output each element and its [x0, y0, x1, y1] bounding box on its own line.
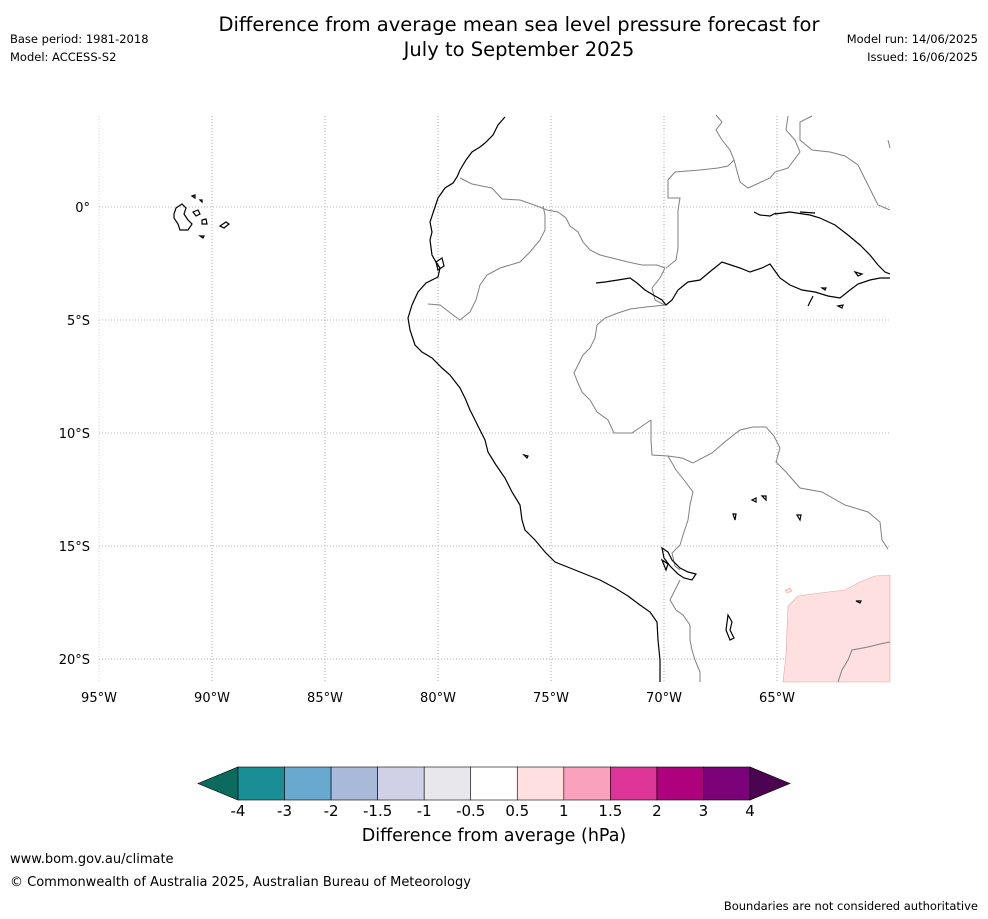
colorbar — [197, 766, 791, 801]
colorbar-segment — [703, 766, 751, 801]
meta-right: Model run: 14/06/2025 Issued: 16/06/2025 — [847, 30, 978, 66]
lon-tick-label: 90°W — [194, 691, 230, 706]
title-line-2: July to September 2025 — [403, 38, 635, 61]
lon-tick-label: 80°W — [420, 691, 456, 706]
colorbar-segment — [284, 766, 332, 801]
issued-date: Issued: 16/06/2025 — [867, 50, 978, 64]
copyright-notice: © Commonwealth of Australia 2025, Austra… — [10, 875, 471, 890]
colorbar-segment — [423, 766, 472, 801]
colorbar-tick-label: 3 — [699, 802, 709, 820]
colorbar-tick-label: 2 — [652, 802, 662, 820]
lat-tick-label: 10°S — [59, 427, 90, 442]
lat-tick-label: 15°S — [59, 540, 90, 555]
lon-tick-label: 85°W — [307, 691, 343, 706]
lon-tick-label: 65°W — [759, 691, 795, 706]
colorbar-segment — [656, 766, 704, 801]
colorbar-tick-label: -2 — [324, 802, 339, 820]
colorbar-segment — [470, 766, 518, 801]
base-period: Base period: 1981-2018 — [10, 32, 149, 46]
lon-tick-label: 95°W — [81, 691, 117, 706]
colorbar-tick-label: -1.5 — [363, 802, 392, 820]
lat-tick-label: 5°S — [67, 314, 90, 329]
coastlines — [173, 116, 891, 682]
map-tick-labels: 95°W 90°W 85°W 80°W 75°W 70°W 65°W 0° 5°S 10°S 15°… — [59, 201, 795, 706]
colorbar-low-extend — [197, 766, 239, 801]
colorbar-segment — [237, 766, 285, 801]
colorbar-title: Difference from average (hPa) — [361, 826, 627, 846]
colorbar-tick-label: 1 — [559, 802, 569, 820]
model-name: Model: ACCESS-S2 — [10, 50, 117, 64]
colorbar-segment — [377, 766, 425, 801]
website-link[interactable]: www.bom.gov.au/climate — [10, 852, 174, 867]
colorbar-tick-label: -1 — [417, 802, 432, 820]
colorbar-tick-label: -0.5 — [456, 802, 485, 820]
title-line-1: Difference from average mean sea level p… — [218, 13, 820, 36]
meta-left: Base period: 1981-2018 Model: ACCESS-S2 — [10, 30, 149, 66]
colorbar-tick-label: 4 — [745, 802, 755, 820]
colorbar-labels: -4 -3 -2 -1.5 -1 -0.5 0.5 1 1.5 2 3 4 — [231, 802, 755, 820]
lat-tick-label: 20°S — [59, 653, 90, 668]
colorbar-tick-label: 0.5 — [505, 802, 529, 820]
colorbar-segment — [516, 766, 565, 801]
chart-title: Difference from average mean sea level p… — [0, 12, 988, 62]
anomaly-region — [782, 574, 891, 683]
colorbar-tick-label: -4 — [231, 802, 246, 820]
lon-tick-label: 75°W — [533, 691, 569, 706]
colorbar-segment — [330, 766, 378, 801]
colorbar-segment — [610, 766, 658, 801]
boundaries-disclaimer: Boundaries are not considered authoritat… — [723, 899, 978, 913]
colorbar-tick-label: 1.5 — [598, 802, 622, 820]
colorbar-tick-label: -3 — [277, 802, 292, 820]
anomaly-region-islet — [784, 587, 793, 594]
lat-tick-label: 0° — [75, 201, 90, 216]
colorbar-high-extend — [749, 766, 791, 801]
map-gridlines — [98, 116, 890, 682]
colorbar-segment — [563, 766, 611, 801]
lon-tick-label: 70°W — [646, 691, 682, 706]
model-run: Model run: 14/06/2025 — [846, 32, 978, 46]
national-borders — [427, 114, 891, 683]
